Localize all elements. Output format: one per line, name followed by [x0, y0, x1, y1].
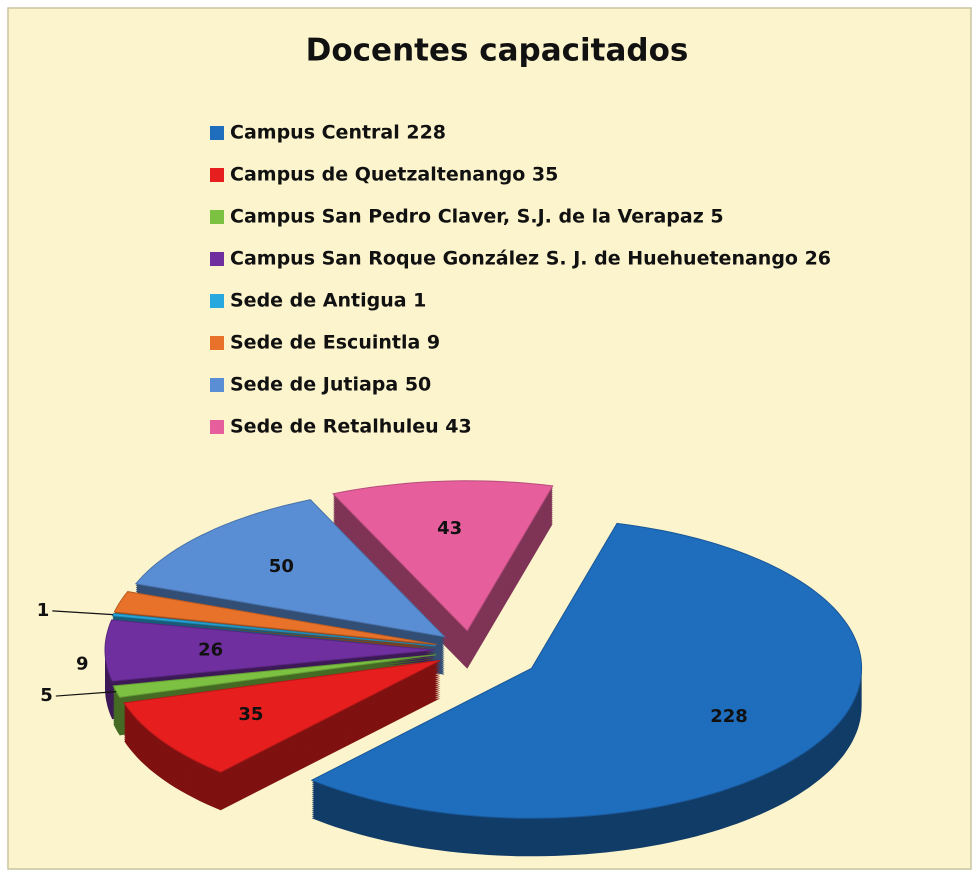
legend-swatch [210, 252, 224, 266]
data-label: 1 [37, 600, 50, 621]
legend-swatch [210, 168, 224, 182]
legend-label: Campus San Pedro Claver, S.J. de la Vera… [230, 206, 724, 228]
slice [113, 591, 437, 646]
pie [104, 480, 863, 857]
slice [310, 522, 863, 819]
data-labels: 228 35 5 26 1 9 50 43 [37, 518, 748, 727]
legend-swatch [210, 294, 224, 308]
slice [112, 654, 437, 698]
legend-label: Sede de Escuintla 9 [230, 332, 440, 354]
data-label: 9 [76, 654, 89, 675]
legend: Campus Central 228 Campus de Quetzaltenan… [210, 122, 831, 438]
chart-title: Docentes capacitados [306, 33, 689, 69]
data-label: 35 [238, 704, 263, 725]
legend-label: Campus de Quetzaltenango 35 [230, 164, 558, 186]
legend-label: Campus San Roque González S. J. de Huehu… [230, 248, 831, 270]
slice [104, 619, 436, 682]
slice [123, 659, 441, 773]
data-label: 26 [198, 639, 223, 660]
slice [332, 480, 554, 632]
slice-side [113, 656, 437, 700]
legend-label: Sede de Jutiapa 50 [230, 374, 431, 396]
slice-side [113, 658, 437, 702]
slice-side [112, 617, 436, 650]
data-label: 228 [710, 706, 748, 727]
leader-line [55, 691, 117, 697]
legend-swatch [210, 336, 224, 350]
data-label: 50 [269, 556, 294, 577]
slice [134, 499, 446, 638]
legend-swatch [210, 210, 224, 224]
data-label: 5 [40, 685, 53, 706]
legend-label: Sede de Retalhuleu 43 [230, 416, 472, 438]
leader-line [52, 610, 114, 616]
legend-label: Campus Central 228 [230, 122, 446, 144]
legend-swatch [210, 126, 224, 140]
legend-swatch [210, 420, 224, 434]
legend-swatch [210, 378, 224, 392]
legend-label: Sede de Antigua 1 [230, 290, 426, 312]
data-label: 43 [437, 518, 462, 539]
